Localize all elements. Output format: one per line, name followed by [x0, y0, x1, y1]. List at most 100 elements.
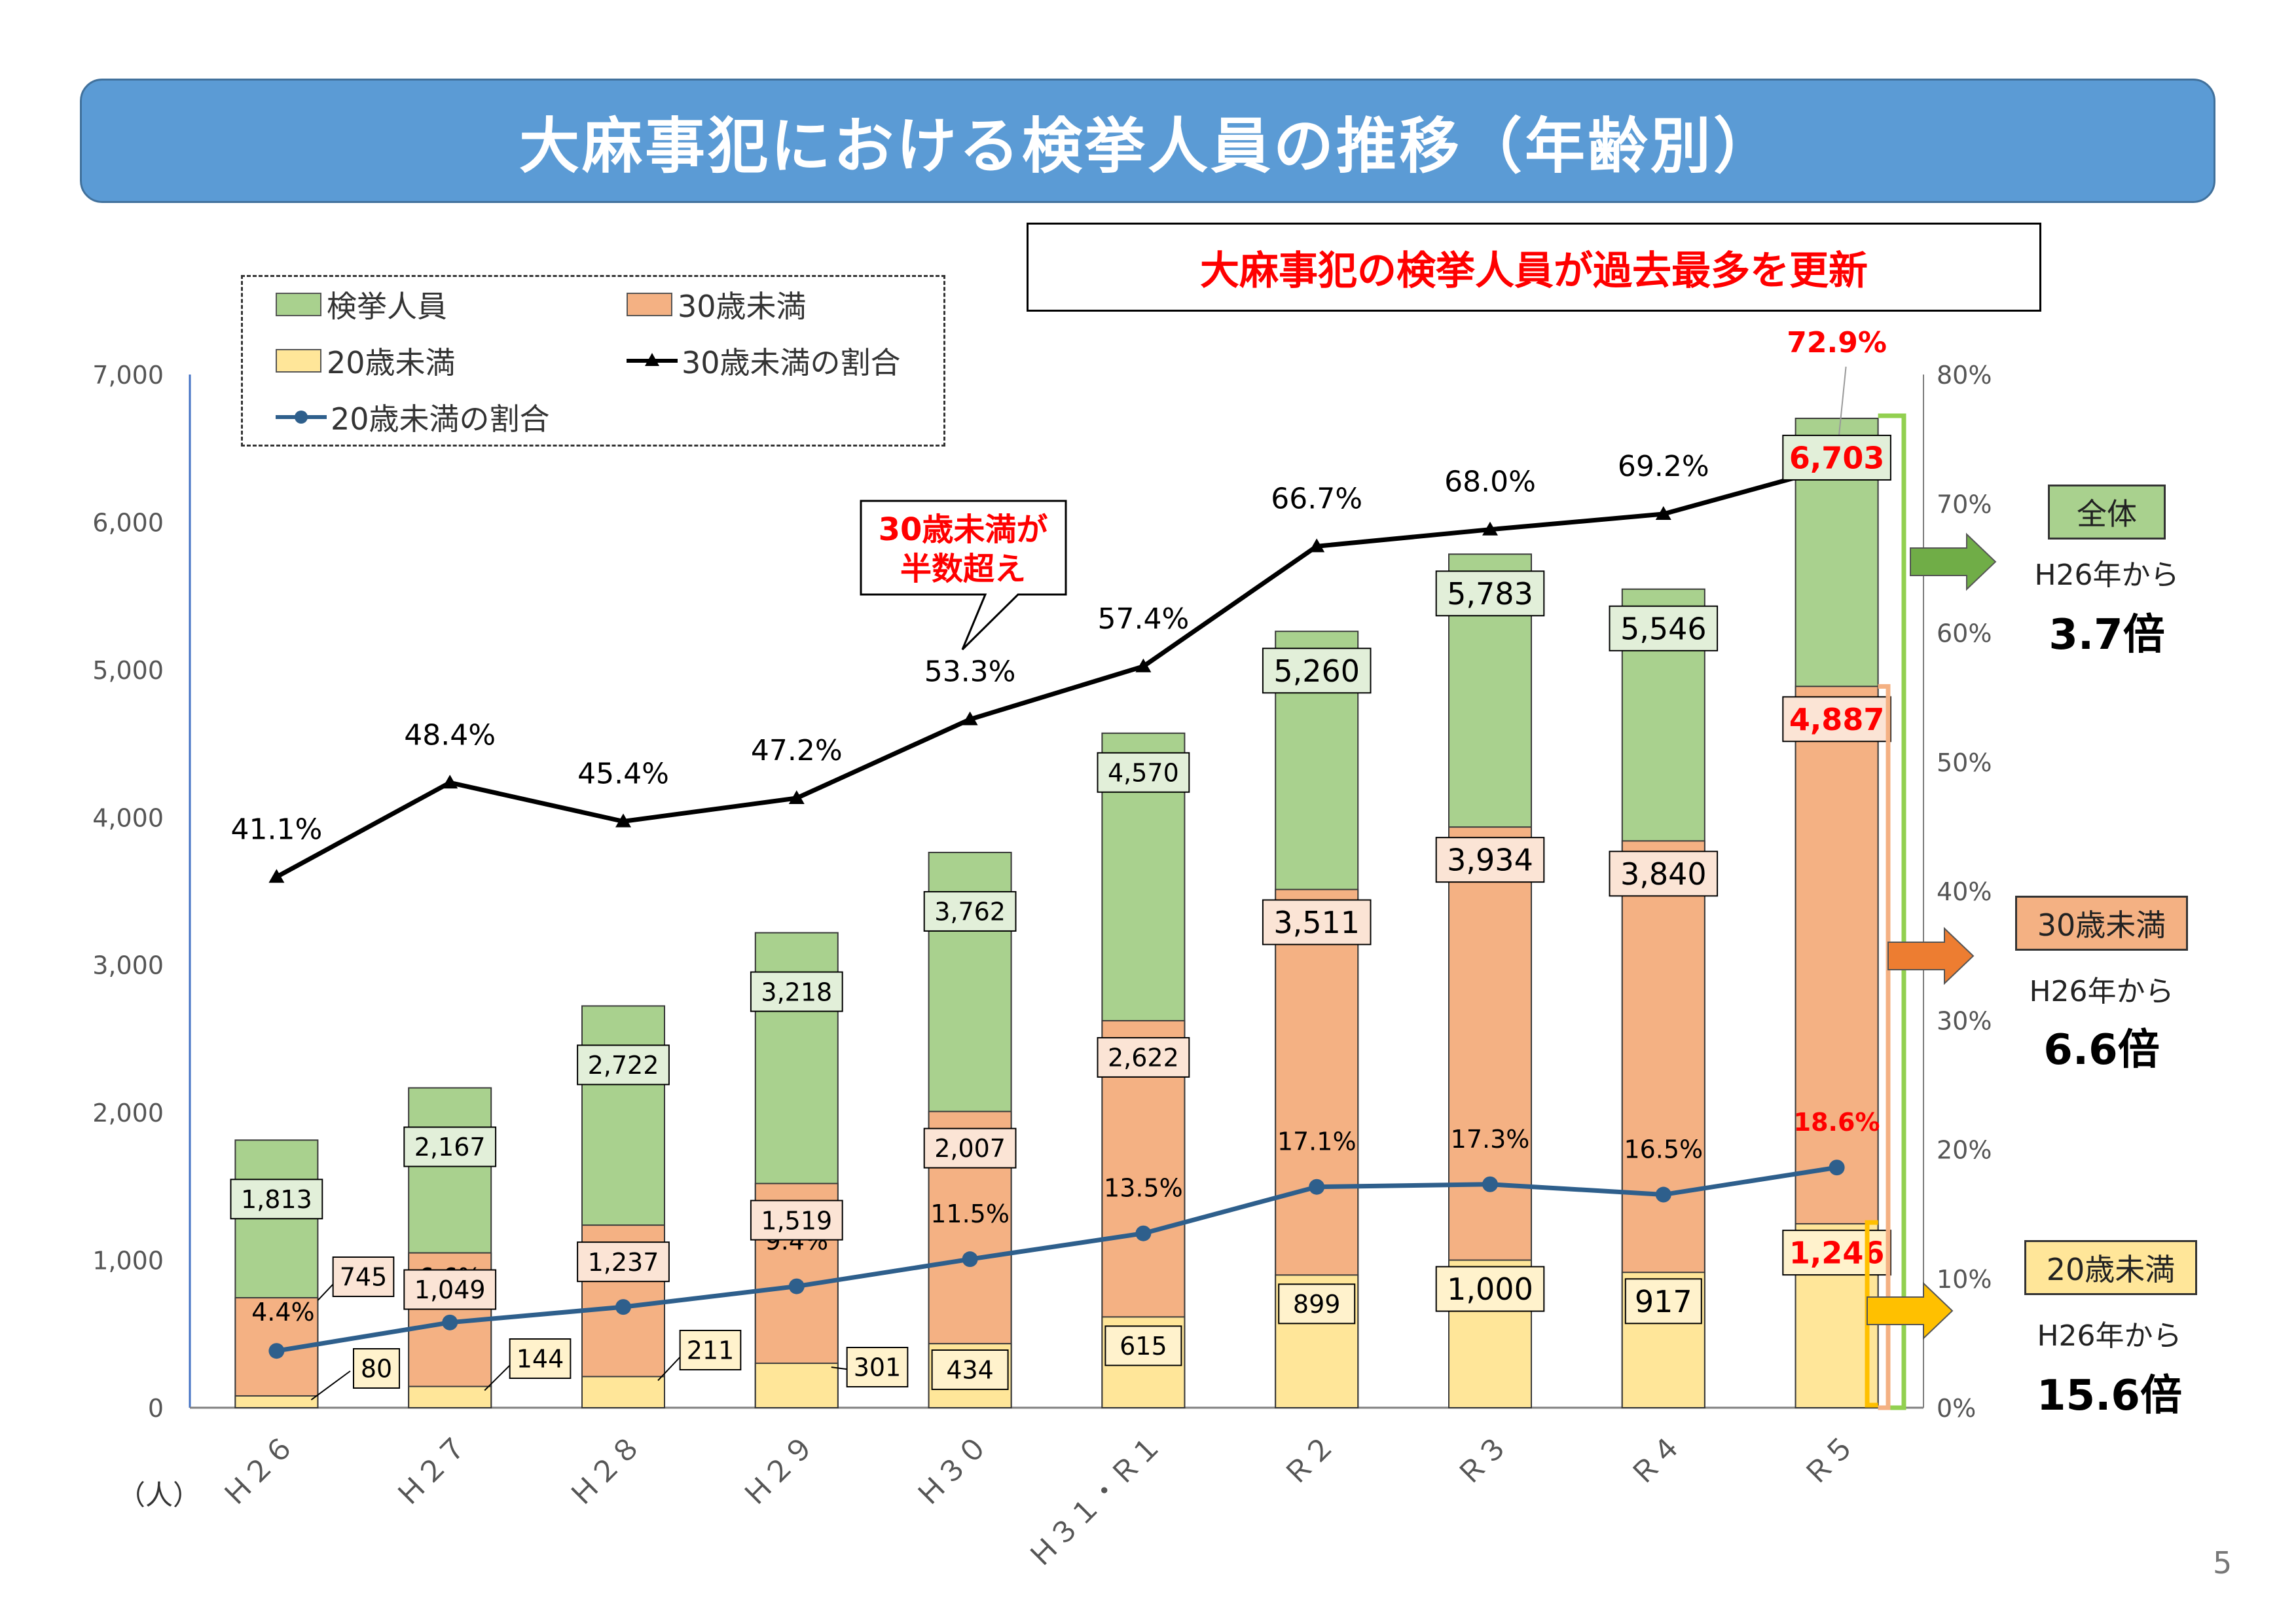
label-ratio30: 69.2%: [1618, 450, 1709, 483]
legend-item-ratio20: 20歳未満の割合: [276, 397, 550, 437]
label-under30: 745: [340, 1263, 388, 1292]
marker-ratio30: [1309, 538, 1325, 553]
marker-ratio20: [442, 1314, 458, 1330]
label-under30-box: [750, 1200, 843, 1241]
side-label-under20: 20歳未満: [2024, 1240, 2197, 1295]
y2-tick-label: 0%: [1937, 1394, 1976, 1423]
leader-under20: [484, 1361, 515, 1391]
label-under20-group: 80: [353, 1348, 400, 1389]
label-total: 2,167: [414, 1133, 486, 1162]
label-total: 4,570: [1108, 758, 1179, 787]
marker-ratio20: [1309, 1179, 1325, 1195]
label-under30: 2,622: [1108, 1044, 1179, 1072]
label-ratio20: 18.6%: [1794, 1108, 1880, 1137]
label-under30: 1,237: [588, 1248, 659, 1277]
y-tick-label: 0: [148, 1394, 164, 1423]
callout-line1: 30歳未満が: [879, 511, 1048, 548]
side-mult-under20: 15.6倍: [2037, 1372, 2182, 1420]
y2-tick-label: 10%: [1937, 1265, 1992, 1294]
label-total: 3,218: [761, 978, 832, 1006]
label-total-box: [230, 1179, 323, 1220]
label-under30-group: 3,934: [1435, 837, 1545, 883]
y2-tick-label: 80%: [1937, 361, 1992, 390]
label-total-group: 6,703: [1782, 434, 1891, 481]
side-label-under30: 30歳未満: [2015, 896, 2188, 951]
label-total: 5,546: [1620, 611, 1707, 646]
label-under30-box: [403, 1269, 497, 1310]
marker-ratio30: [1135, 658, 1152, 672]
label-under30-group: 1,237: [577, 1241, 670, 1283]
bar-under20: [581, 1376, 665, 1408]
label-ratio20: 13.5%: [1104, 1174, 1183, 1203]
label-under20-group: 144: [509, 1338, 572, 1379]
marker-ratio20: [1135, 1225, 1152, 1241]
label-under30-group: 745: [332, 1256, 395, 1297]
callout-shape: [860, 500, 1067, 651]
line-ratio20: [276, 1165, 1838, 1353]
marker-ratio30: [268, 869, 285, 883]
legend-swatch-under20: [276, 349, 321, 373]
label-total-group: 1,813: [230, 1179, 323, 1220]
bracket-under30: [1878, 684, 1891, 1410]
label-under20: 144: [517, 1345, 564, 1374]
label-ratio30: 53.3%: [924, 655, 1016, 689]
bar-under20: [754, 1363, 839, 1408]
label-total-box: [923, 890, 1017, 932]
label-under30-box: [332, 1256, 395, 1297]
x-tick-label: Ｈ３０: [910, 1429, 994, 1513]
label-total-box: [1435, 570, 1545, 617]
arrow-under20: [1867, 1281, 1954, 1340]
label-under20-box: [353, 1348, 400, 1389]
label-total-group: 2,722: [577, 1044, 670, 1086]
label-total-box: [1782, 434, 1891, 481]
marker-ratio30: [442, 775, 458, 789]
label-under30-box: [923, 1127, 1017, 1169]
bar-under20: [234, 1395, 319, 1409]
y-tick-label: 3,000: [92, 951, 164, 980]
y2-tick-label: 50%: [1937, 748, 1992, 777]
label-under20: 301: [854, 1353, 902, 1382]
label-under30-group: 1,519: [750, 1200, 843, 1241]
chart-legend: 検挙人員 30歳未満 20歳未満 30歳未満の割合 20歳未満の割合: [241, 275, 945, 447]
label-total-box: [403, 1126, 497, 1167]
label-under20-group: 211: [679, 1330, 742, 1370]
marker-ratio20: [615, 1299, 631, 1315]
label-under20-box: [1624, 1278, 1702, 1325]
label-under30-box: [577, 1241, 670, 1283]
x-tick-label: Ｒ２: [1277, 1429, 1341, 1493]
label-total-group: 5,783: [1435, 570, 1545, 617]
marker-ratio20: [962, 1251, 978, 1268]
x-tick-label: Ｈ２６: [217, 1429, 301, 1513]
marker-ratio20: [268, 1343, 285, 1359]
leader-under20: [310, 1370, 351, 1401]
legend-label-ratio30: 30歳未満の割合: [682, 345, 901, 380]
label-under30-box: [1609, 851, 1719, 897]
leader-under30-first: [317, 1283, 335, 1301]
y2-tick-label: 40%: [1937, 877, 1992, 906]
label-ratio30: 41.1%: [231, 813, 323, 846]
label-under30: 3,840: [1620, 856, 1707, 892]
label-under20: 434: [946, 1356, 994, 1385]
x-tick-label: Ｒ５: [1797, 1429, 1861, 1493]
x-tick-label: Ｒ４: [1624, 1429, 1688, 1493]
label-ratio30: 68.0%: [1444, 466, 1536, 499]
label-under20: 917: [1635, 1284, 1692, 1319]
label-total-box: [1262, 648, 1372, 694]
label-under30-group: 1,049: [403, 1269, 497, 1310]
legend-label-ratio20: 20歳未満の割合: [331, 401, 550, 437]
label-under20: 1,246: [1789, 1236, 1885, 1271]
marker-ratio20: [1655, 1186, 1671, 1203]
legend-item-ratio30: 30歳未満の割合: [627, 341, 901, 380]
label-ratio30: 72.9%: [1787, 326, 1887, 359]
label-ratio20: 11.5%: [930, 1200, 1010, 1228]
marker-ratio30: [1655, 506, 1671, 521]
label-under30: 4,887: [1789, 702, 1885, 737]
y2-tick-label: 20%: [1937, 1136, 1992, 1165]
side-label-total: 全体: [2048, 485, 2166, 540]
y-tick-label: 5,000: [92, 656, 164, 685]
label-total-group: 3,762: [923, 890, 1017, 932]
label-under20-box: [1435, 1266, 1545, 1312]
